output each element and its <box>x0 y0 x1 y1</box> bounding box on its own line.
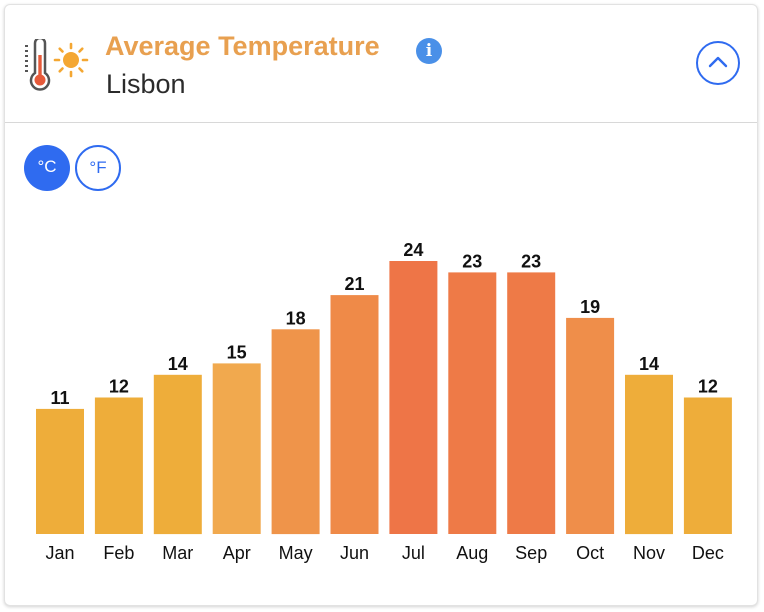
chevron-up-icon <box>708 56 728 68</box>
month-tick-label: Nov <box>633 543 665 563</box>
bar-nov[interactable] <box>625 374 673 535</box>
month-tick-label: Jan <box>45 543 74 563</box>
card-header: Average Temperature i Lisbon <box>5 5 757 123</box>
bar-value-label: 14 <box>639 354 659 374</box>
month-tick-label: Mar <box>162 543 193 563</box>
bar-value-label: 12 <box>698 377 718 397</box>
month-tick-label: Oct <box>576 543 604 563</box>
bar-value-label: 19 <box>580 297 600 317</box>
card-title: Average Temperature <box>105 31 380 61</box>
bar-feb[interactable] <box>94 397 143 535</box>
bar-mar[interactable] <box>153 374 202 535</box>
bar-value-label: 12 <box>109 377 129 397</box>
bar-value-label: 14 <box>168 354 188 374</box>
bar-jan[interactable] <box>36 408 84 534</box>
month-tick-label: Jul <box>402 543 425 563</box>
bar-value-label: 15 <box>227 342 247 362</box>
info-icon[interactable]: i <box>416 38 442 64</box>
bar-value-label: 23 <box>462 251 482 271</box>
month-tick-label: Apr <box>223 543 251 563</box>
bar-jul[interactable] <box>389 261 438 534</box>
bar-value-label: 18 <box>286 308 306 328</box>
bar-value-label: 23 <box>521 251 541 271</box>
temperature-card: Average Temperature i Lisbon °C °F 11 Jan… <box>4 4 758 606</box>
month-tick-label: May <box>279 543 313 563</box>
fahrenheit-toggle[interactable]: °F <box>75 145 121 191</box>
bar-may[interactable] <box>271 329 320 535</box>
bar-apr[interactable] <box>212 363 261 534</box>
month-tick-label: Sep <box>515 543 547 563</box>
bar-sep[interactable] <box>507 272 556 534</box>
collapse-button[interactable] <box>696 41 740 85</box>
bar-jun[interactable] <box>330 295 379 534</box>
month-tick-label: Aug <box>456 543 488 563</box>
bar-dec[interactable] <box>683 397 732 535</box>
thermometer-sun-icon <box>25 39 89 91</box>
month-tick-label: Jun <box>340 543 369 563</box>
month-tick-label: Dec <box>692 543 724 563</box>
bar-value-label: 11 <box>50 388 69 408</box>
bar-value-label: 24 <box>403 240 423 260</box>
bar-oct[interactable] <box>566 317 615 534</box>
month-tick-label: Feb <box>103 543 134 563</box>
bar-value-label: 21 <box>344 274 364 294</box>
temperature-bar-chart: 11 Jan 12 Feb 14 Mar 15 Apr 18 May 21 Jun 24 Jul 23 Aug… <box>36 240 732 563</box>
bar-aug[interactable] <box>448 272 497 534</box>
city-name: Lisbon <box>106 69 186 99</box>
celsius-toggle[interactable]: °C <box>24 145 70 191</box>
